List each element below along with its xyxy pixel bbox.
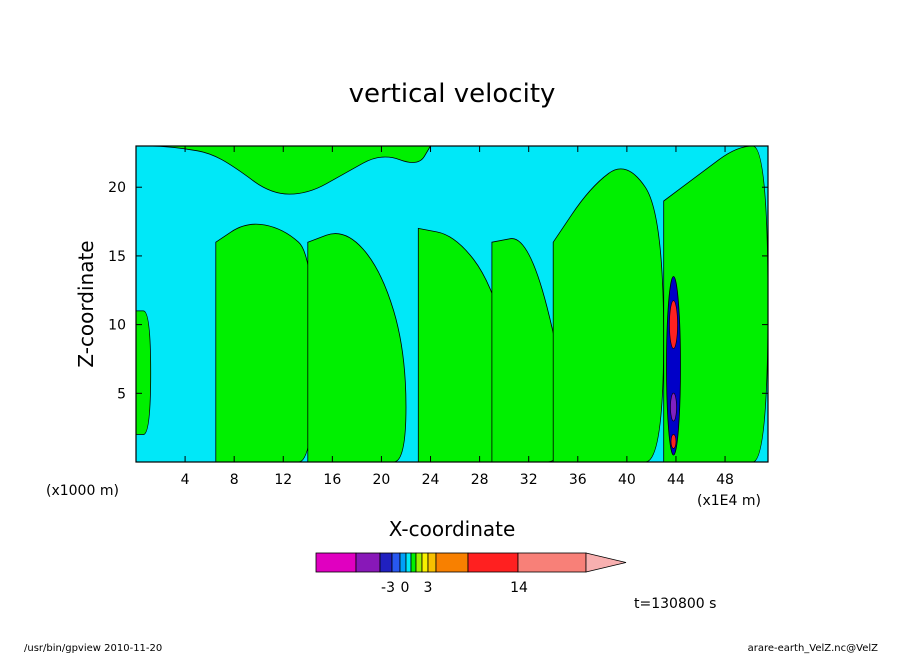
x-axis-label: X-coordinate: [389, 517, 516, 541]
footer-left: /usr/bin/gpview 2010-11-20: [24, 643, 162, 654]
y-tick-label: 5: [117, 386, 126, 402]
y-tick-label: 15: [108, 249, 126, 265]
y-axis-label: Z-coordinate: [74, 240, 98, 367]
colorbar-cell: [427, 552, 437, 573]
x-tick-label: 20: [373, 472, 391, 488]
colorbar-label: 3: [424, 580, 433, 596]
x-tick-label: 40: [618, 472, 636, 488]
colorbar-cell: [399, 552, 407, 573]
colorbar-cell: [517, 552, 587, 573]
colorbar-cell: [410, 552, 417, 573]
colorbar-cell: [467, 552, 519, 573]
upward-region-2: [135, 310, 152, 435]
x-tick-label: 8: [230, 472, 239, 488]
core-base: [670, 434, 677, 449]
colorbar-cell: [405, 552, 412, 573]
plot-frame: [135, 145, 769, 463]
colorbar: [315, 552, 627, 573]
colorbar-cell: [379, 552, 393, 573]
x-unit-left: (x1000 m): [46, 483, 119, 499]
footer-right: arare-earth_VelZ.nc@VelZ: [748, 643, 879, 654]
x-tick-label: 44: [667, 472, 685, 488]
colorbar-labels: -3 0 3 14: [381, 580, 528, 596]
colorbar-cell: [435, 552, 469, 573]
upward-region-1: [136, 145, 432, 195]
core-lower: [670, 392, 677, 422]
x-tick-label: 32: [520, 472, 538, 488]
x-axis-ticks: 4 8 12 16 20 24 28 32 36 40 44 48: [181, 146, 734, 488]
x-tick-label: 4: [181, 472, 190, 488]
colorbar-cell: [391, 552, 401, 573]
x-tick-label: 16: [323, 472, 341, 488]
colorbar-cell: [421, 552, 429, 573]
upward-region-3: [215, 223, 315, 463]
colorbar-label: 14: [510, 580, 528, 596]
colorbar-cell: [355, 552, 381, 573]
core-max: [669, 300, 678, 349]
x-tick-label: 24: [422, 472, 440, 488]
chart-title: vertical velocity: [349, 79, 556, 109]
convective-core: [666, 276, 681, 456]
x-tick-label: 48: [716, 472, 734, 488]
colorbar-label: -3: [381, 580, 395, 596]
y-axis-ticks: 5 10 15 20: [108, 180, 768, 402]
colorbar-cell: [315, 552, 357, 573]
x-tick-label: 36: [569, 472, 587, 488]
colorbar-cell: [415, 552, 423, 573]
time-label: t=130800 s: [634, 596, 716, 612]
x-tick-label: 12: [274, 472, 292, 488]
colorbar-extension: [585, 552, 627, 573]
x-unit-right: (x1E4 m): [697, 493, 761, 509]
colorbar-label: 0: [401, 580, 410, 596]
x-tick-label: 28: [471, 472, 489, 488]
y-tick-label: 10: [108, 318, 126, 334]
y-tick-label: 20: [108, 180, 126, 196]
upward-velocity-regions: [135, 145, 769, 463]
